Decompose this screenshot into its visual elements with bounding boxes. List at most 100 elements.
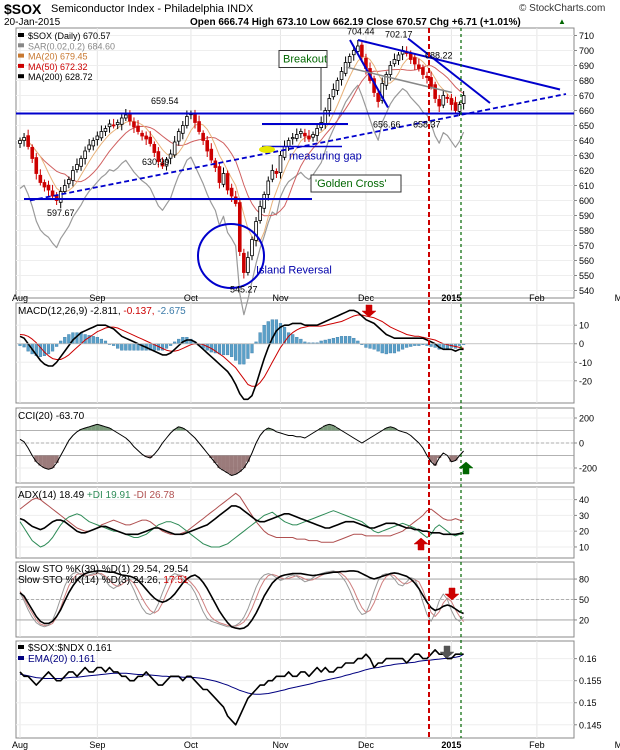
candle-body: [429, 77, 433, 87]
panel-frame: [15, 640, 575, 739]
candle-body: [193, 114, 197, 123]
cci-overbought-fill: [87, 426, 92, 431]
macd-histogram-bar: [22, 343, 26, 348]
candle-body: [152, 143, 157, 153]
candle-body: [115, 122, 120, 125]
candle-body: [185, 116, 189, 126]
macd-histogram-bar: [372, 343, 376, 350]
ratio-line: [19, 649, 464, 726]
candle-body: [75, 164, 79, 170]
candle-body: [262, 194, 266, 209]
x-tick-label: Feb: [529, 740, 545, 750]
candle-body: [233, 196, 238, 204]
annotation-high-jan: 688.22: [425, 51, 453, 61]
candle-body: [205, 140, 210, 152]
macd-histogram-bar: [392, 343, 397, 354]
candle-body: [360, 44, 364, 57]
cci-overbought-fill: [107, 428, 112, 431]
cci-oversold-fill: [38, 455, 43, 466]
candle-body: [217, 166, 222, 183]
macd-histogram-bar: [331, 337, 335, 344]
macd-histogram-bar: [368, 343, 372, 349]
candle-body: [67, 179, 71, 185]
macd-histogram-bar: [67, 334, 71, 344]
panel-frame: [15, 407, 575, 484]
macd-title-hist: -2.675: [155, 306, 187, 317]
macd-histogram-bar: [409, 343, 413, 347]
macd-histogram-bar: [91, 336, 95, 344]
y-tick-label: 620: [579, 166, 594, 176]
candle-body: [124, 114, 128, 119]
candle-body: [107, 123, 112, 128]
legend-entry: MA(200) 628.72: [28, 72, 93, 82]
y-tick-label: 20: [579, 527, 589, 537]
y-tick-label: 30: [579, 511, 589, 521]
cci-overbought-fill: [266, 428, 271, 431]
macd-histogram-bar: [242, 343, 246, 365]
cci-overbought-fill: [319, 428, 324, 431]
candle-body: [225, 173, 230, 191]
candle-body: [246, 257, 250, 273]
macd-histogram-bar: [327, 338, 331, 344]
y-tick-label: 680: [579, 76, 594, 86]
measuring-gap-label: measuring gap: [289, 151, 362, 163]
candle-body: [119, 117, 124, 125]
candle-body: [156, 151, 161, 162]
macd-histogram-bar: [380, 343, 384, 354]
y-tick-label: 80: [579, 575, 589, 585]
ratio-gray-arrow: [439, 645, 455, 659]
candle-body: [299, 131, 303, 134]
macd-histogram-bar: [63, 337, 67, 344]
cci-oversold-fill: [433, 455, 438, 466]
header-credit[interactable]: © StockCharts.com: [519, 3, 606, 14]
candle-body: [417, 64, 421, 69]
macd-histogram-bar: [46, 343, 51, 355]
candle-body: [453, 102, 458, 111]
cci-oversold-fill: [144, 455, 149, 457]
cci-overbought-fill: [392, 428, 397, 431]
macd-histogram-bar: [396, 343, 401, 352]
y-tick-label: 650: [579, 121, 594, 131]
candle-body: [71, 170, 75, 181]
candle-body: [311, 134, 315, 138]
candle-body: [91, 140, 96, 147]
cci-oversold-fill: [209, 455, 214, 458]
candle-body: [294, 134, 299, 139]
candle-body: [290, 137, 295, 140]
y-tick-label: 0: [579, 439, 584, 449]
y-tick-label: 40: [579, 495, 589, 505]
macd-histogram-bar: [388, 343, 392, 354]
wedge-line-upper: [407, 37, 491, 104]
macd-histogram-bar: [258, 332, 262, 344]
cci-oversold-fill: [148, 455, 153, 458]
candle-body: [408, 53, 413, 60]
cci-oversold-fill: [453, 455, 458, 461]
y-tick-label: 0.145: [579, 720, 602, 730]
cci-oversold-fill: [241, 455, 246, 468]
x-tick-label: Oct: [184, 740, 199, 750]
ratio-title: $SOX:$NDX 0.161: [28, 643, 112, 654]
cci-oversold-fill: [217, 455, 222, 468]
macd-histogram-bar: [230, 343, 234, 357]
cci-line: [19, 423, 464, 476]
annotation-low-aug: 597.67: [47, 208, 75, 218]
candle-body: [274, 170, 279, 174]
x-tick-label: Sep: [89, 293, 105, 303]
candle-body: [164, 159, 169, 167]
stoch-title-2: Slow STO %K(14) %D(3) 24.26, 17.51: [18, 575, 189, 586]
candle-body: [99, 131, 104, 139]
cci-overbought-fill: [388, 426, 393, 431]
y-tick-label: 50: [579, 595, 589, 605]
cci-overbought-fill: [335, 428, 340, 431]
annotation-low-oct: 545.27: [230, 285, 258, 295]
annotation-high-dec2: 702.17: [385, 30, 413, 40]
candle-body: [307, 135, 311, 140]
x-tick-label: Nov: [272, 293, 289, 303]
macd-sell-arrow: [361, 304, 377, 318]
x-tick-label: Mar: [615, 740, 620, 750]
candle-body: [136, 125, 140, 132]
candle-body: [221, 173, 226, 185]
y-tick-label: 580: [579, 226, 594, 236]
golden-cross-label: 'Golden Cross': [315, 178, 386, 190]
cci-title: CCI(20) -63.70: [18, 411, 85, 422]
